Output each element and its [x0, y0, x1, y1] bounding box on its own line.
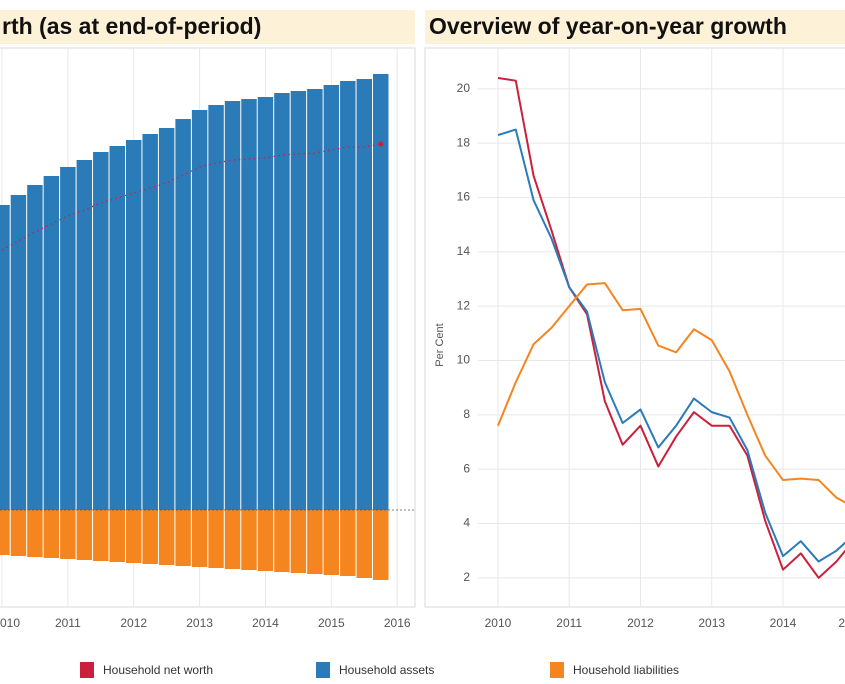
bar	[340, 510, 356, 576]
bar	[307, 89, 323, 510]
bar	[76, 510, 93, 560]
y-tick-label: 16	[457, 190, 471, 204]
y-tick-label: 20	[457, 81, 471, 95]
y-tick-label: 14	[457, 244, 471, 258]
bar	[175, 119, 191, 510]
y-tick-label: 10	[457, 353, 471, 367]
x-tick-label: 2011	[55, 616, 81, 630]
bar	[125, 140, 142, 510]
x-tick-label: 2012	[120, 616, 147, 630]
x-tick-label: 2016	[384, 616, 411, 630]
y-tick-label: 8	[463, 407, 470, 421]
y-tick-label: 18	[457, 135, 471, 149]
title-band	[0, 10, 415, 44]
bar	[290, 91, 307, 510]
legend-label: Household net worth	[103, 663, 213, 677]
net-worth-line	[1, 143, 381, 251]
bar	[0, 510, 10, 555]
grid	[478, 48, 845, 607]
bar	[175, 510, 191, 566]
x-tick-label: 2011	[556, 616, 582, 630]
end-point	[378, 141, 384, 147]
bar	[27, 510, 43, 557]
series-line	[497, 282, 845, 504]
x-tick-label: 2013	[698, 616, 725, 630]
bar	[109, 510, 125, 562]
series-line	[497, 76, 845, 579]
bar	[241, 99, 257, 510]
legend-label: Household assets	[339, 663, 434, 677]
bar	[290, 510, 307, 573]
y-tick-label: 2	[463, 570, 470, 584]
bar	[0, 205, 10, 510]
bar	[274, 510, 290, 572]
bar	[241, 510, 257, 570]
bar	[191, 510, 208, 567]
bar	[257, 97, 274, 510]
bar	[356, 79, 373, 510]
bar	[356, 510, 373, 578]
bar	[93, 152, 109, 510]
x-tick-label: 2012	[627, 616, 654, 630]
bar	[158, 510, 175, 565]
bar	[224, 101, 241, 510]
x-tick-label: 2013	[186, 616, 213, 630]
bar	[10, 510, 27, 556]
y-tick-label: 12	[457, 298, 471, 312]
plot	[0, 74, 415, 580]
bar	[76, 160, 93, 510]
bar	[373, 74, 389, 510]
bar	[323, 85, 340, 510]
x-tick-label: 2	[838, 616, 845, 630]
bar	[10, 195, 27, 510]
legend-label: Household liabilities	[573, 663, 679, 677]
bar	[323, 510, 340, 575]
bar	[125, 510, 142, 563]
bar	[373, 510, 389, 580]
bar	[60, 167, 76, 510]
bar	[60, 510, 76, 559]
legend-swatch	[550, 662, 564, 678]
bar	[158, 128, 175, 510]
bar	[93, 510, 109, 561]
y-tick-label: 6	[463, 461, 470, 475]
bar	[142, 134, 158, 510]
bar	[191, 110, 208, 510]
bar	[208, 510, 224, 568]
chart-title: rth (as at end-of-period)	[2, 13, 261, 39]
plot-frame	[424, 47, 845, 608]
bar	[109, 146, 125, 510]
x-tick-label: 2010	[485, 616, 512, 630]
bar	[43, 176, 60, 510]
legend-swatch	[316, 662, 330, 678]
x-tick-label: 2015	[318, 616, 345, 630]
bar	[274, 93, 290, 510]
x-tick-label: 2014	[252, 616, 279, 630]
y-tick-label: 4	[463, 516, 470, 530]
bar	[208, 105, 224, 510]
bar	[142, 510, 158, 564]
title-band	[425, 10, 845, 44]
legend-swatch	[80, 662, 94, 678]
chart-title: Overview of year-on-year growth	[429, 13, 787, 39]
bar	[257, 510, 274, 571]
plot	[497, 76, 845, 579]
bar	[224, 510, 241, 569]
x-tick-label: 010	[0, 616, 20, 630]
bar	[340, 81, 356, 510]
x-tick-label: 2014	[770, 616, 797, 630]
bar	[307, 510, 323, 574]
series-line	[497, 128, 845, 563]
bar	[27, 185, 43, 510]
y-axis-label: Per Cent	[434, 323, 446, 366]
bar	[43, 510, 60, 558]
